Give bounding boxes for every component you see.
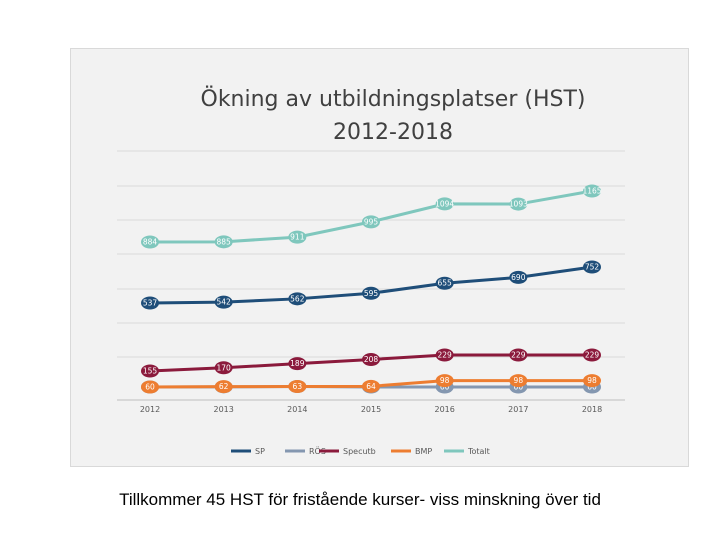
series-lines: 6061636060606060626364989898155170189208… — [141, 184, 602, 394]
data-point — [214, 235, 233, 249]
x-tick-label: 2017 — [508, 405, 528, 414]
series-bmp: 60 62 63 64 98 98 98 — [141, 374, 601, 394]
data-label: 155 — [143, 367, 158, 376]
data-label: 542 — [217, 298, 232, 307]
data-label: 655 — [438, 279, 453, 288]
data-label: 60 — [145, 383, 155, 392]
data-label: 229 — [511, 351, 526, 360]
line-chart: Ökning av utbildningsplatser (HST) 2012-… — [117, 86, 625, 456]
data-label: 1093 — [509, 200, 528, 209]
legend-label: BMP — [415, 447, 432, 456]
series-sp: 537 542 562 595 655 690 752 — [141, 260, 601, 310]
x-tick-label: 2015 — [361, 405, 381, 414]
data-point — [583, 184, 601, 198]
data-point — [509, 374, 528, 388]
x-tick-label: 2016 — [434, 405, 454, 414]
x-tick-label: 2018 — [582, 405, 602, 414]
data-label: 98 — [514, 376, 524, 385]
data-point — [288, 357, 307, 371]
legend-item-sp: SP — [231, 447, 265, 456]
legend-item-specutb: Specutb — [319, 447, 376, 456]
data-point — [435, 197, 454, 211]
data-point — [435, 348, 454, 362]
series-totalt: 884 885 911 995 1094 1093 1165 — [141, 184, 602, 249]
data-point — [214, 361, 233, 375]
data-point — [435, 276, 454, 290]
data-point — [435, 374, 454, 388]
series-specutb: 155 170 189 208 229 229 229 — [141, 348, 601, 378]
legend-item-rös: RÖS — [285, 446, 326, 456]
data-point — [583, 260, 601, 274]
data-label: 537 — [143, 299, 158, 308]
data-label: 189 — [290, 359, 305, 368]
data-point — [583, 348, 601, 362]
data-label: 690 — [511, 273, 526, 282]
data-label: 884 — [143, 238, 158, 247]
data-point — [362, 215, 380, 229]
data-label: 62 — [219, 382, 229, 391]
data-label: 170 — [217, 363, 232, 372]
x-axis-ticks: 2012 2013 2014 2015 2016 2017 2018 — [140, 405, 602, 414]
data-label: 229 — [438, 351, 453, 360]
x-tick-label: 2014 — [287, 405, 307, 414]
data-point — [141, 364, 159, 378]
data-point — [214, 380, 233, 394]
data-label: 911 — [290, 233, 305, 242]
data-label: 1094 — [435, 199, 454, 208]
legend: SP RÖS Specutb BMP Totalt — [231, 446, 490, 456]
data-point — [362, 353, 380, 367]
data-label: 229 — [585, 351, 600, 360]
chart-title-line-1: Ökning av utbildningsplatser (HST) — [201, 86, 586, 112]
legend-label: RÖS — [309, 446, 326, 456]
x-tick-label: 2013 — [213, 405, 233, 414]
data-label: 64 — [366, 382, 376, 391]
data-point — [141, 380, 159, 394]
data-point — [288, 292, 307, 306]
legend-label: Specutb — [343, 447, 376, 456]
slide-caption: Tillkommer 45 HST för fristående kurser-… — [119, 490, 601, 509]
data-label: 595 — [364, 289, 379, 298]
legend-item-bmp: BMP — [391, 447, 432, 456]
data-point — [141, 296, 159, 310]
data-label: 562 — [290, 294, 305, 303]
data-point — [583, 374, 601, 388]
data-point — [509, 197, 528, 211]
data-label: 752 — [585, 263, 600, 272]
data-point — [362, 379, 380, 393]
data-label: 63 — [293, 382, 303, 391]
data-point — [141, 235, 159, 249]
data-point — [509, 348, 528, 362]
data-label: 885 — [217, 237, 232, 246]
chart-panel: Ökning av utbildningsplatser (HST) 2012-… — [70, 48, 689, 467]
data-label: 98 — [440, 376, 450, 385]
data-label: 1165 — [582, 187, 601, 196]
data-point — [288, 230, 307, 244]
x-tick-label: 2012 — [140, 405, 160, 414]
legend-item-totalt: Totalt — [444, 447, 490, 456]
legend-label: Totalt — [467, 447, 490, 456]
data-label: 98 — [587, 376, 597, 385]
data-point — [288, 379, 307, 393]
data-point — [509, 270, 528, 284]
data-point — [362, 286, 380, 300]
data-label: 995 — [364, 217, 379, 226]
chart-title-line-2: 2012-2018 — [333, 120, 453, 145]
legend-label: SP — [255, 447, 265, 456]
data-point — [214, 295, 233, 309]
data-label: 208 — [364, 355, 379, 364]
